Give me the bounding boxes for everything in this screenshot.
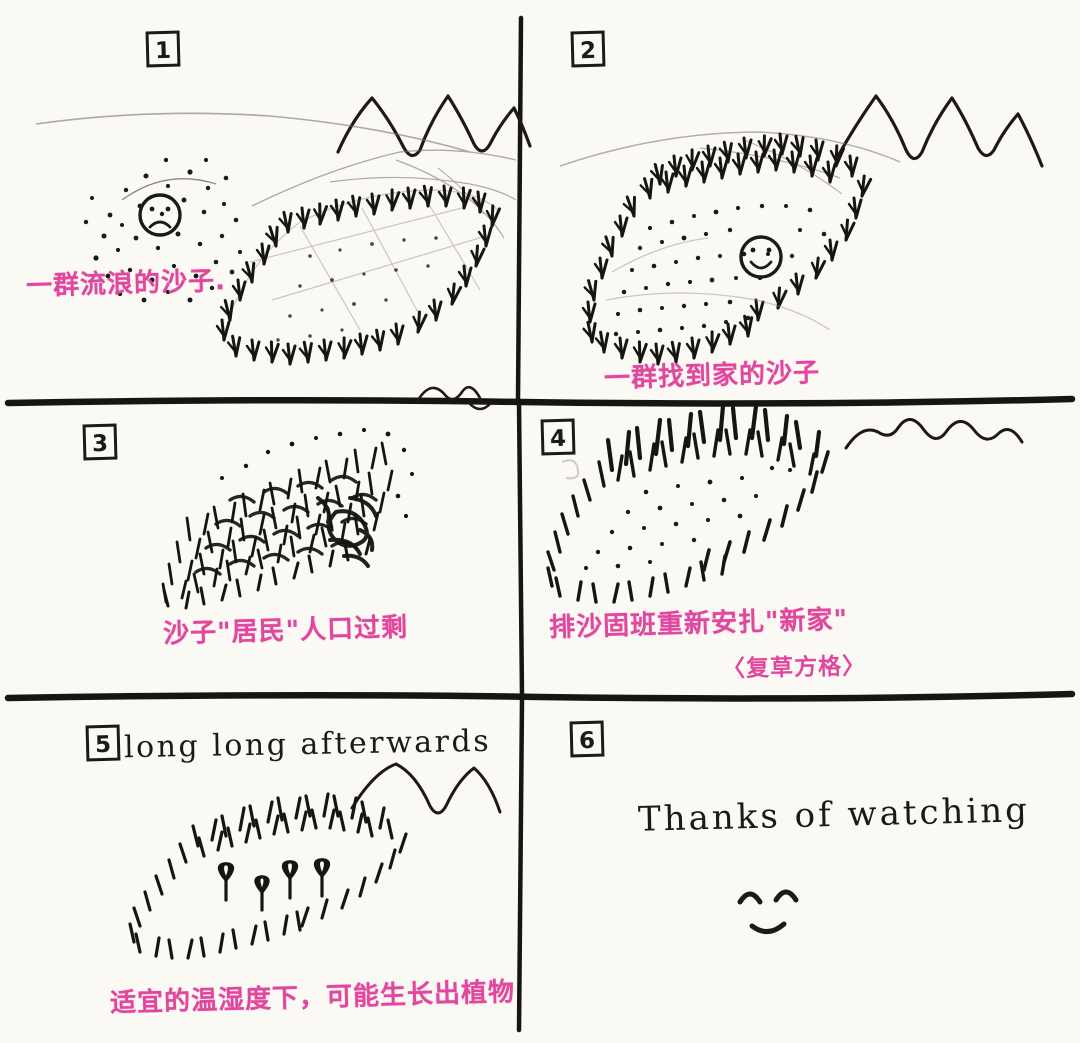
panel-4-caption-sub: 〈复草方格〉: [721, 653, 867, 683]
panel-number-5: 5: [85, 724, 121, 762]
straw-checkerboard-plot-5: [128, 792, 408, 960]
panel-6-artwork: [737, 889, 799, 934]
plant-3: [281, 860, 299, 900]
panel-2-caption: 一群找到家的沙子: [603, 357, 821, 395]
panel-5-heading: long long afterwards: [123, 723, 492, 766]
plant-2: [254, 875, 270, 912]
straw-checkerboard-plot-1: [215, 184, 502, 366]
overcrowded-sand-mass-3: [161, 427, 414, 610]
mountain-range-4: [844, 418, 1024, 450]
small-mountain-peak-3: [416, 385, 482, 402]
new-straw-checkerboard-plot-4: [546, 403, 830, 604]
panel-number-3: 3: [82, 423, 118, 461]
sparse-sand-dots-4: [583, 465, 792, 571]
horizon-lines-2: [559, 131, 901, 195]
mountain-range-1: [336, 94, 532, 158]
panel-number-4: 4: [540, 418, 576, 456]
panel-1-caption: 一群流浪的沙子.: [25, 266, 227, 302]
panel-1-artwork: [35, 94, 532, 366]
plant-1: [217, 862, 235, 902]
scattered-sand-dots-1: [83, 157, 243, 303]
plant-4: [313, 858, 331, 898]
straw-checkerboard-plot-2: [581, 132, 873, 366]
sad-face: [138, 193, 182, 237]
dense-sand-dots-2: [613, 203, 827, 337]
sprouting-plants-5: [217, 858, 331, 912]
mountain-range-2: [836, 94, 1044, 168]
panel-number-6: 6: [569, 720, 605, 758]
panel-number-1: 1: [145, 30, 181, 68]
smiley-face-6: [737, 889, 799, 934]
mountain-range-5: [350, 762, 502, 815]
panel-5-artwork: [128, 762, 502, 960]
panel-2-artwork: [559, 94, 1044, 366]
horizon-lines-1: [35, 112, 517, 239]
sand-swirl-1: [121, 178, 217, 201]
panel-divider-lines: [4, 15, 1076, 1033]
happy-face: [739, 235, 783, 279]
panel-3-artwork: [161, 385, 492, 610]
panel-4-artwork: [546, 403, 1024, 604]
panel-number-2: 2: [570, 30, 606, 68]
panel-3-caption: 沙子"居民"人口过剩: [162, 612, 409, 650]
